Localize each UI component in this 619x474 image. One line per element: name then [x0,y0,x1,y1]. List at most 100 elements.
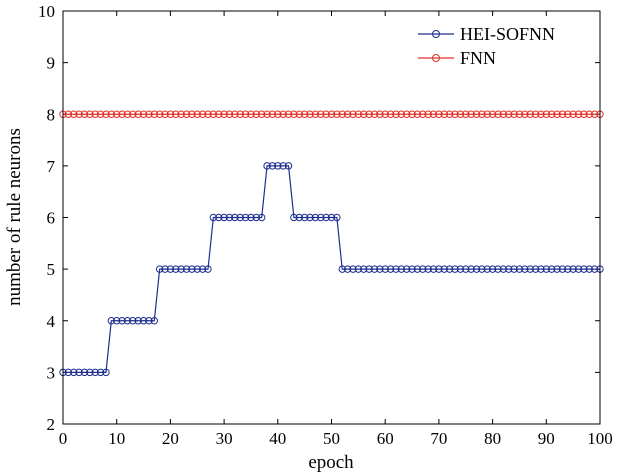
y-tick-label: 8 [47,105,56,124]
data-point-fnn [225,110,234,118]
data-point-fnn [80,110,89,118]
data-point-fnn [107,110,116,118]
data-point-hei-sofnn [172,265,180,273]
data-point-fnn [515,110,524,118]
data-point-fnn [166,110,175,118]
data-point-fnn [150,110,158,118]
x-tick-label: 100 [587,429,613,448]
data-point-hei-sofnn [424,265,432,273]
data-point-fnn [102,110,110,118]
data-point-hei-sofnn [370,265,379,273]
data-point-hei-sofnn [510,265,518,273]
data-point-fnn [220,110,228,118]
data-point-fnn [542,110,550,118]
data-point-hei-sofnn [392,265,400,273]
data-point-hei-sofnn [295,213,303,222]
data-point-fnn [505,110,513,118]
data-point-fnn [558,110,567,118]
data-point-hei-sofnn [311,213,320,222]
data-point-hei-sofnn [515,265,524,273]
data-point-hei-sofnn [145,317,153,325]
data-point-fnn [247,110,255,118]
data-point-fnn [531,110,540,118]
data-point-fnn [252,110,261,118]
data-point-fnn [381,110,389,118]
data-point-hei-sofnn [150,317,158,325]
legend-label: HEI-SOFNN [460,24,555,44]
ticks-layer: 0 10 20 30 40 50 60 70 80 90 100 2 3 4 5 6 7 8 9 10 [38,2,613,448]
x-tick-label: 40 [269,429,286,448]
data-point-fnn [472,110,481,118]
y-tick-label: 7 [47,157,56,176]
data-point-hei-sofnn [231,213,239,222]
data-point-hei-sofnn [247,213,255,222]
data-point-hei-sofnn [107,317,116,325]
data-point-fnn [177,110,185,118]
data-point-fnn [440,110,448,118]
x-tick-label: 90 [538,429,555,448]
y-axis-label: number of rule neurons [4,128,25,306]
data-point-hei-sofnn [290,213,298,222]
data-point-hei-sofnn [542,265,550,273]
data-point-fnn [91,110,99,118]
data-point-fnn [118,110,126,118]
data-point-hei-sofnn [440,265,448,273]
data-point-fnn [155,110,164,118]
data-point-fnn [182,110,191,118]
data-point-fnn [70,110,78,118]
data-point-hei-sofnn [86,368,94,377]
data-point-fnn [279,110,287,118]
data-point-fnn [445,110,454,118]
y-tick-label: 4 [47,312,56,331]
data-point-fnn [188,110,196,118]
data-point-hei-sofnn [537,265,545,273]
data-point-fnn [580,110,588,118]
data-point-hei-sofnn [317,213,325,222]
data-point-hei-sofnn [349,265,357,273]
data-point-fnn [499,110,508,118]
data-point-fnn [75,110,83,118]
data-point-hei-sofnn [64,368,73,377]
data-point-fnn [145,110,153,118]
data-point-hei-sofnn [274,162,282,170]
data-point-fnn [236,110,244,118]
data-point-hei-sofnn [478,265,486,273]
data-point-hei-sofnn [435,265,443,273]
data-point-hei-sofnn [241,213,250,222]
data-point-hei-sofnn [268,162,277,170]
data-point-hei-sofnn [531,265,540,273]
data-point-hei-sofnn [402,265,411,273]
data-point-fnn [322,110,330,118]
data-point-fnn [451,110,459,118]
data-point-hei-sofnn [585,265,593,273]
data-point-fnn [360,110,368,118]
data-point-hei-sofnn [91,368,99,377]
data-point-fnn [419,110,427,118]
data-point-fnn [231,110,239,118]
y-tick-label: 3 [47,363,56,382]
data-point-fnn [569,110,577,118]
data-point-fnn [408,110,416,118]
data-point-fnn [397,110,406,118]
data-point-fnn [204,110,212,118]
series-line-hei-sofnn [63,165,600,373]
x-axis-label: epoch [308,452,354,473]
data-point-fnn [574,110,583,118]
data-point-hei-sofnn [590,265,599,273]
data-point-fnn [537,110,545,118]
data-point-hei-sofnn [338,265,346,273]
data-point-fnn [113,110,121,118]
y-tick-label: 2 [47,415,56,434]
data-point-fnn [161,110,169,118]
data-point-fnn [392,110,400,118]
data-point-fnn [209,110,218,118]
data-point-fnn [483,110,491,118]
legend-marker [432,54,440,62]
data-point-hei-sofnn [75,368,83,377]
x-tick-label: 60 [377,429,394,448]
data-point-hei-sofnn [123,317,132,325]
x-tick-label: 70 [430,429,447,448]
data-point-hei-sofnn [129,317,137,325]
data-point-hei-sofnn [279,162,287,170]
data-point-hei-sofnn [472,265,481,273]
